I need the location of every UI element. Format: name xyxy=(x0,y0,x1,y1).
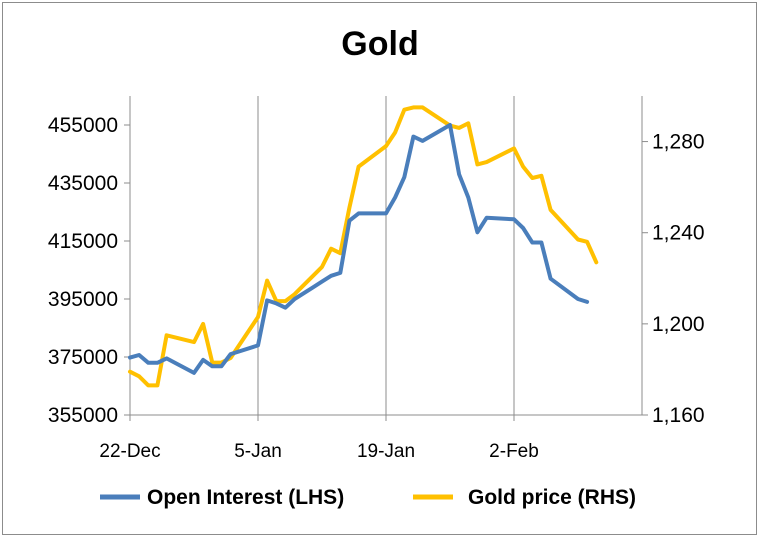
x-tick-label: 5-Jan xyxy=(234,441,282,462)
open-interest-line xyxy=(128,123,590,375)
series-lines xyxy=(128,105,599,388)
x-axis-ticks: 22-Dec 5-Jan 19-Jan 2-Feb xyxy=(99,415,539,462)
left-tick-label: 355000 xyxy=(48,404,118,427)
x-tick-label: 22-Dec xyxy=(99,441,160,462)
right-tick-label: 1,200 xyxy=(652,313,705,336)
right-tick-label: 1,240 xyxy=(652,222,705,245)
left-tick-label: 455000 xyxy=(48,114,118,137)
right-tick-label: 1,280 xyxy=(652,131,705,154)
left-tick-label: 415000 xyxy=(48,230,118,253)
x-tick-label: 2-Feb xyxy=(489,441,539,462)
legend: Open Interest (LHS) Gold price (RHS) xyxy=(100,486,636,509)
legend-gold-price-label: Gold price (RHS) xyxy=(468,486,636,509)
gold-price-line xyxy=(128,105,599,388)
left-tick-label: 395000 xyxy=(48,288,118,311)
left-axis-ticks: 355000 375000 395000 415000 435000 455000 xyxy=(48,114,130,427)
x-tick-label: 19-Jan xyxy=(357,441,415,462)
legend-open-interest-label: Open Interest (LHS) xyxy=(147,486,344,509)
left-tick-label: 375000 xyxy=(48,346,118,369)
chart-title: Gold xyxy=(341,25,418,63)
right-axis-ticks: 1,160 1,200 1,240 1,280 xyxy=(642,131,705,427)
right-tick-label: 1,160 xyxy=(652,404,705,427)
left-tick-label: 435000 xyxy=(48,172,118,195)
